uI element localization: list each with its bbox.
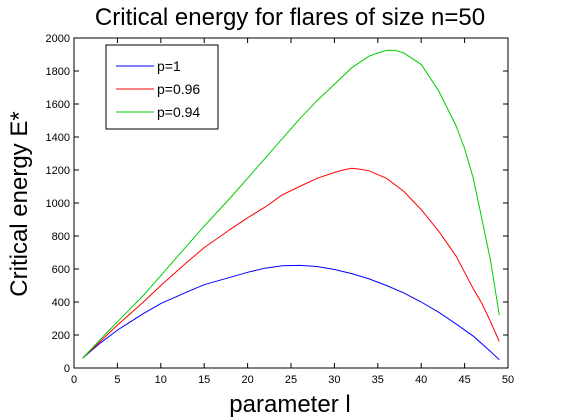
plot-area: 0 5 10 15 20 25 30 35 40 45 50 0 200 400 600 800 1000 120…: [46, 33, 515, 386]
y-tick-label: 1000: [46, 198, 70, 210]
x-tick-label: 15: [198, 374, 210, 386]
y-tick-label: 1200: [46, 165, 70, 177]
x-tick-label: 5: [114, 374, 120, 386]
y-tick-label: 200: [52, 330, 70, 342]
y-tick-label: 1800: [46, 66, 70, 78]
y-tick-label: 600: [52, 264, 70, 276]
y-tick-label: 400: [52, 297, 70, 309]
legend-label: p=0.94: [157, 104, 200, 120]
x-tick-label: 25: [285, 374, 297, 386]
legend-label: p=0.96: [157, 81, 200, 97]
x-tick-label: 35: [372, 374, 384, 386]
x-tick-label: 40: [415, 374, 427, 386]
x-tick-label: 45: [458, 374, 470, 386]
x-tick-label: 30: [328, 374, 340, 386]
y-tick-label: 800: [52, 231, 70, 243]
x-tick-label: 0: [71, 374, 77, 386]
y-tick-label: 1400: [46, 132, 70, 144]
legend-label: p=1: [157, 58, 181, 74]
x-tick-label: 10: [155, 374, 167, 386]
x-axis-label: parameter l: [229, 391, 350, 418]
y-tick-label: 1600: [46, 99, 70, 111]
chart-title: Critical energy for flares of size n=50: [95, 4, 485, 31]
y-axis-label: Critical energy E*: [6, 111, 33, 296]
y-tick-label: 0: [64, 363, 70, 375]
y-tick-label: 2000: [46, 33, 70, 45]
x-tick-label: 50: [502, 374, 514, 386]
x-tick-label: 20: [241, 374, 253, 386]
